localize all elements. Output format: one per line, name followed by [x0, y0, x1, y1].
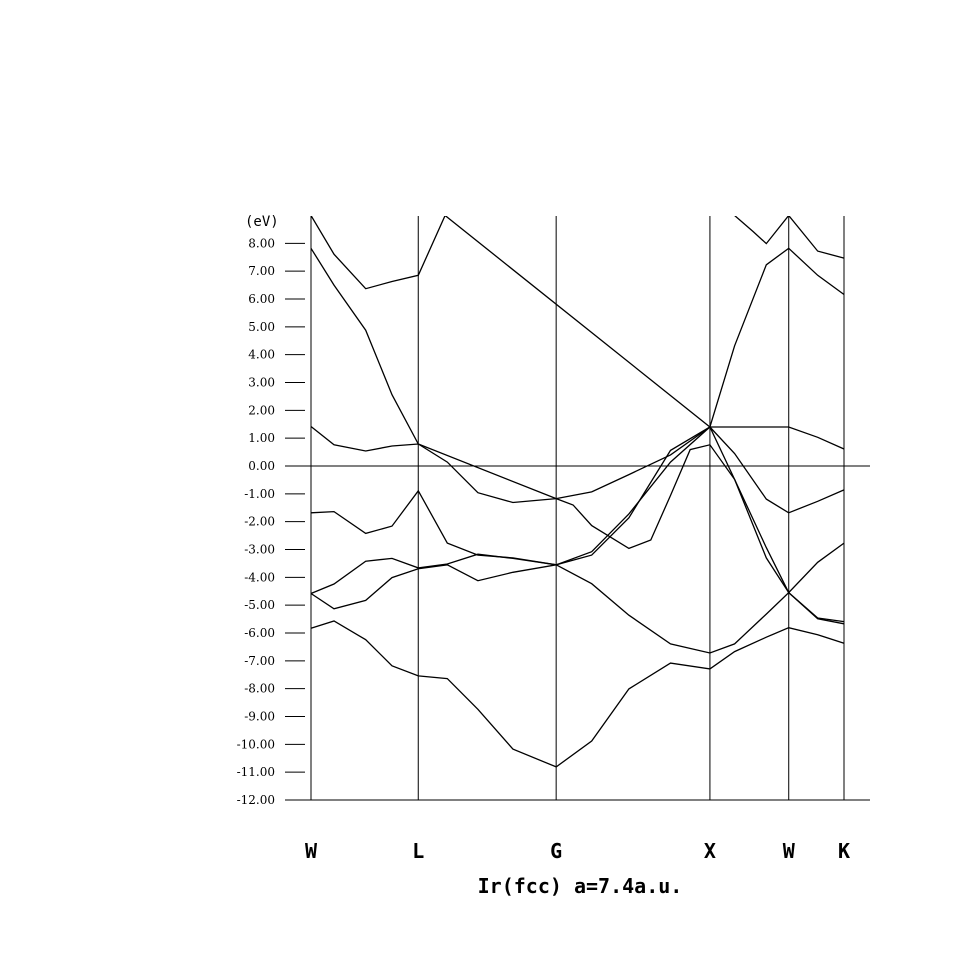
y-tick-label: 6.00	[248, 292, 275, 306]
kpoint-label-x: X	[704, 839, 716, 863]
y-tick-label: 7.00	[248, 264, 275, 278]
band-7	[310, 216, 845, 429]
band-3	[310, 425, 845, 595]
y-tick-label: 0.00	[248, 459, 275, 473]
y-tick-label: -9.00	[244, 710, 275, 724]
plot-frame	[285, 216, 870, 801]
y-axis-ticks: 8.00 7.00 6.00 5.00 4.00 3.00 2.00 1.00 0.00 -1.0…	[237, 236, 305, 807]
band-2	[310, 564, 845, 654]
band-5	[310, 425, 845, 504]
y-tick-label: 3.00	[248, 376, 275, 390]
kpoint-label-w: W	[783, 839, 796, 863]
y-tick-label: 2.00	[248, 403, 275, 417]
kpoint-label-g: G	[550, 839, 562, 863]
band-8	[734, 216, 845, 259]
y-tick-label: -4.00	[244, 570, 275, 584]
y-tick-label: -1.00	[244, 487, 275, 501]
y-tick-label: -8.00	[244, 682, 275, 696]
y-tick-label: 8.00	[248, 236, 275, 250]
y-tick-label: -3.00	[244, 543, 275, 557]
kpoint-label-w: W	[305, 839, 318, 863]
band-1	[310, 620, 845, 768]
y-tick-label: -10.00	[237, 737, 275, 751]
y-axis-unit-label: (eV)	[245, 214, 279, 230]
y-tick-label: -11.00	[237, 765, 275, 779]
band-4	[310, 426, 845, 566]
y-tick-label: -7.00	[244, 654, 275, 668]
kpoint-label-l: L	[412, 839, 424, 863]
y-tick-label: -2.00	[244, 515, 275, 529]
y-tick-label: -5.00	[244, 598, 275, 612]
band-lines	[310, 216, 845, 768]
kpoint-label-k: K	[838, 839, 850, 863]
chart-title: Ir(fcc) a=7.4a.u.	[478, 874, 683, 898]
y-tick-label: 5.00	[248, 320, 275, 334]
y-tick-label: 4.00	[248, 348, 275, 362]
y-tick-label: -12.00	[237, 793, 275, 807]
band-6	[310, 247, 845, 623]
y-tick-label: 1.00	[248, 431, 275, 445]
y-tick-label: -6.00	[244, 626, 275, 640]
